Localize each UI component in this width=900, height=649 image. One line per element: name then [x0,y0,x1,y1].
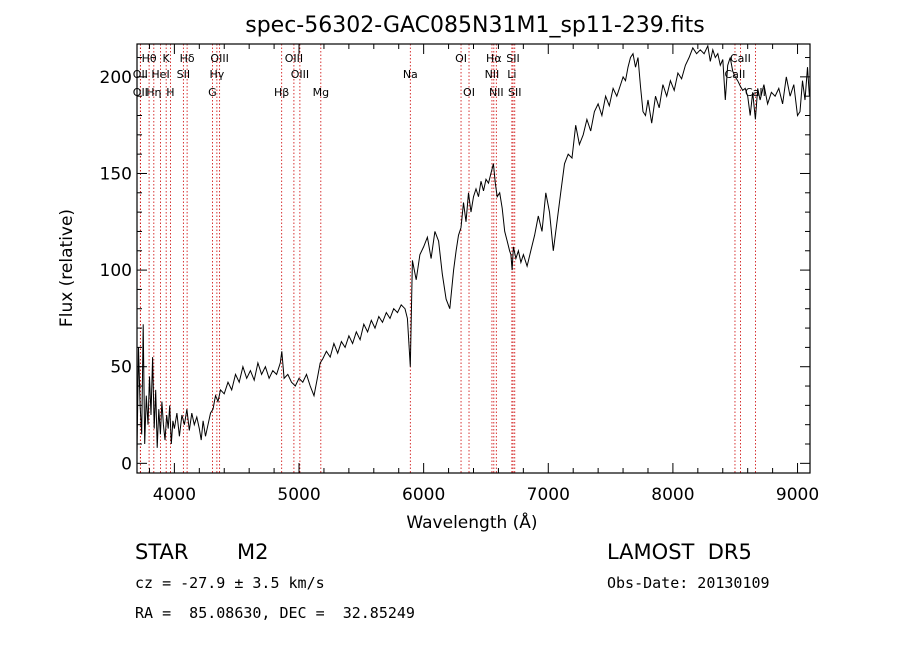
line-label: H [166,86,174,99]
y-tick-label: 100 [100,261,132,281]
y-axis-label: Flux (relative) [57,209,77,327]
line-label: Hδ [180,52,195,65]
line-label: OIII [285,52,303,65]
line-label: K [163,52,171,65]
survey-name: LAMOST DR5 [607,540,752,564]
x-axis-label: Wavelength (Å) [406,511,537,533]
observation-date: Obs-Date: 20130109 [607,574,770,592]
redshift-velocity: cz = -27.9 ± 3.5 km/s [135,574,325,592]
line-label: OII [133,68,148,81]
line-label: SII [508,86,521,99]
chart-title: spec-56302-GAC085N31M1_sp11-239.fits [245,13,705,38]
object-class: STAR [135,540,189,564]
coordinates: RA = 85.08630, DEC = 32.85249 [135,604,415,622]
line-label: OI [463,86,475,99]
line-label: CaII [725,68,746,81]
y-tick-label: 0 [121,454,132,474]
line-label: Li [507,68,516,81]
line-label: Mg [313,86,329,99]
y-tick-label: 150 [100,164,132,184]
x-tick-label: 6000 [402,485,445,505]
y-axis-ticks: 0 50 100 150 200 [100,57,810,474]
spectrum-line [136,44,810,454]
spectral-line-markers [139,44,756,473]
line-label: Hβ [274,86,289,99]
x-tick-label: 5000 [277,485,320,505]
line-label: Hα [486,52,502,65]
y-tick-label: 200 [100,68,132,88]
x-tick-label: 4000 [153,485,196,505]
line-label: Hθ [142,52,157,65]
line-label: OIII [210,52,228,65]
y-tick-label: 50 [110,358,132,378]
object-subclass: M2 [237,540,269,564]
line-label: SII [506,52,519,65]
line-label: SII [177,68,190,81]
line-label: G [208,86,217,99]
x-axis-ticks: 4000 5000 6000 7000 8000 9000 [148,44,819,505]
plot-frame [136,43,811,474]
line-label: NII [489,86,504,99]
line-label: CaII [730,52,751,65]
line-label: Hγ [209,68,224,81]
line-label: NII [485,68,500,81]
line-label: Na [403,68,418,81]
x-tick-label: 9000 [776,485,819,505]
line-label: HeI [151,68,169,81]
line-label: OI [455,52,467,65]
x-tick-label: 7000 [527,485,570,505]
line-label: Hη [146,86,161,99]
x-tick-label: 8000 [651,485,694,505]
line-label: OIII [291,68,309,81]
